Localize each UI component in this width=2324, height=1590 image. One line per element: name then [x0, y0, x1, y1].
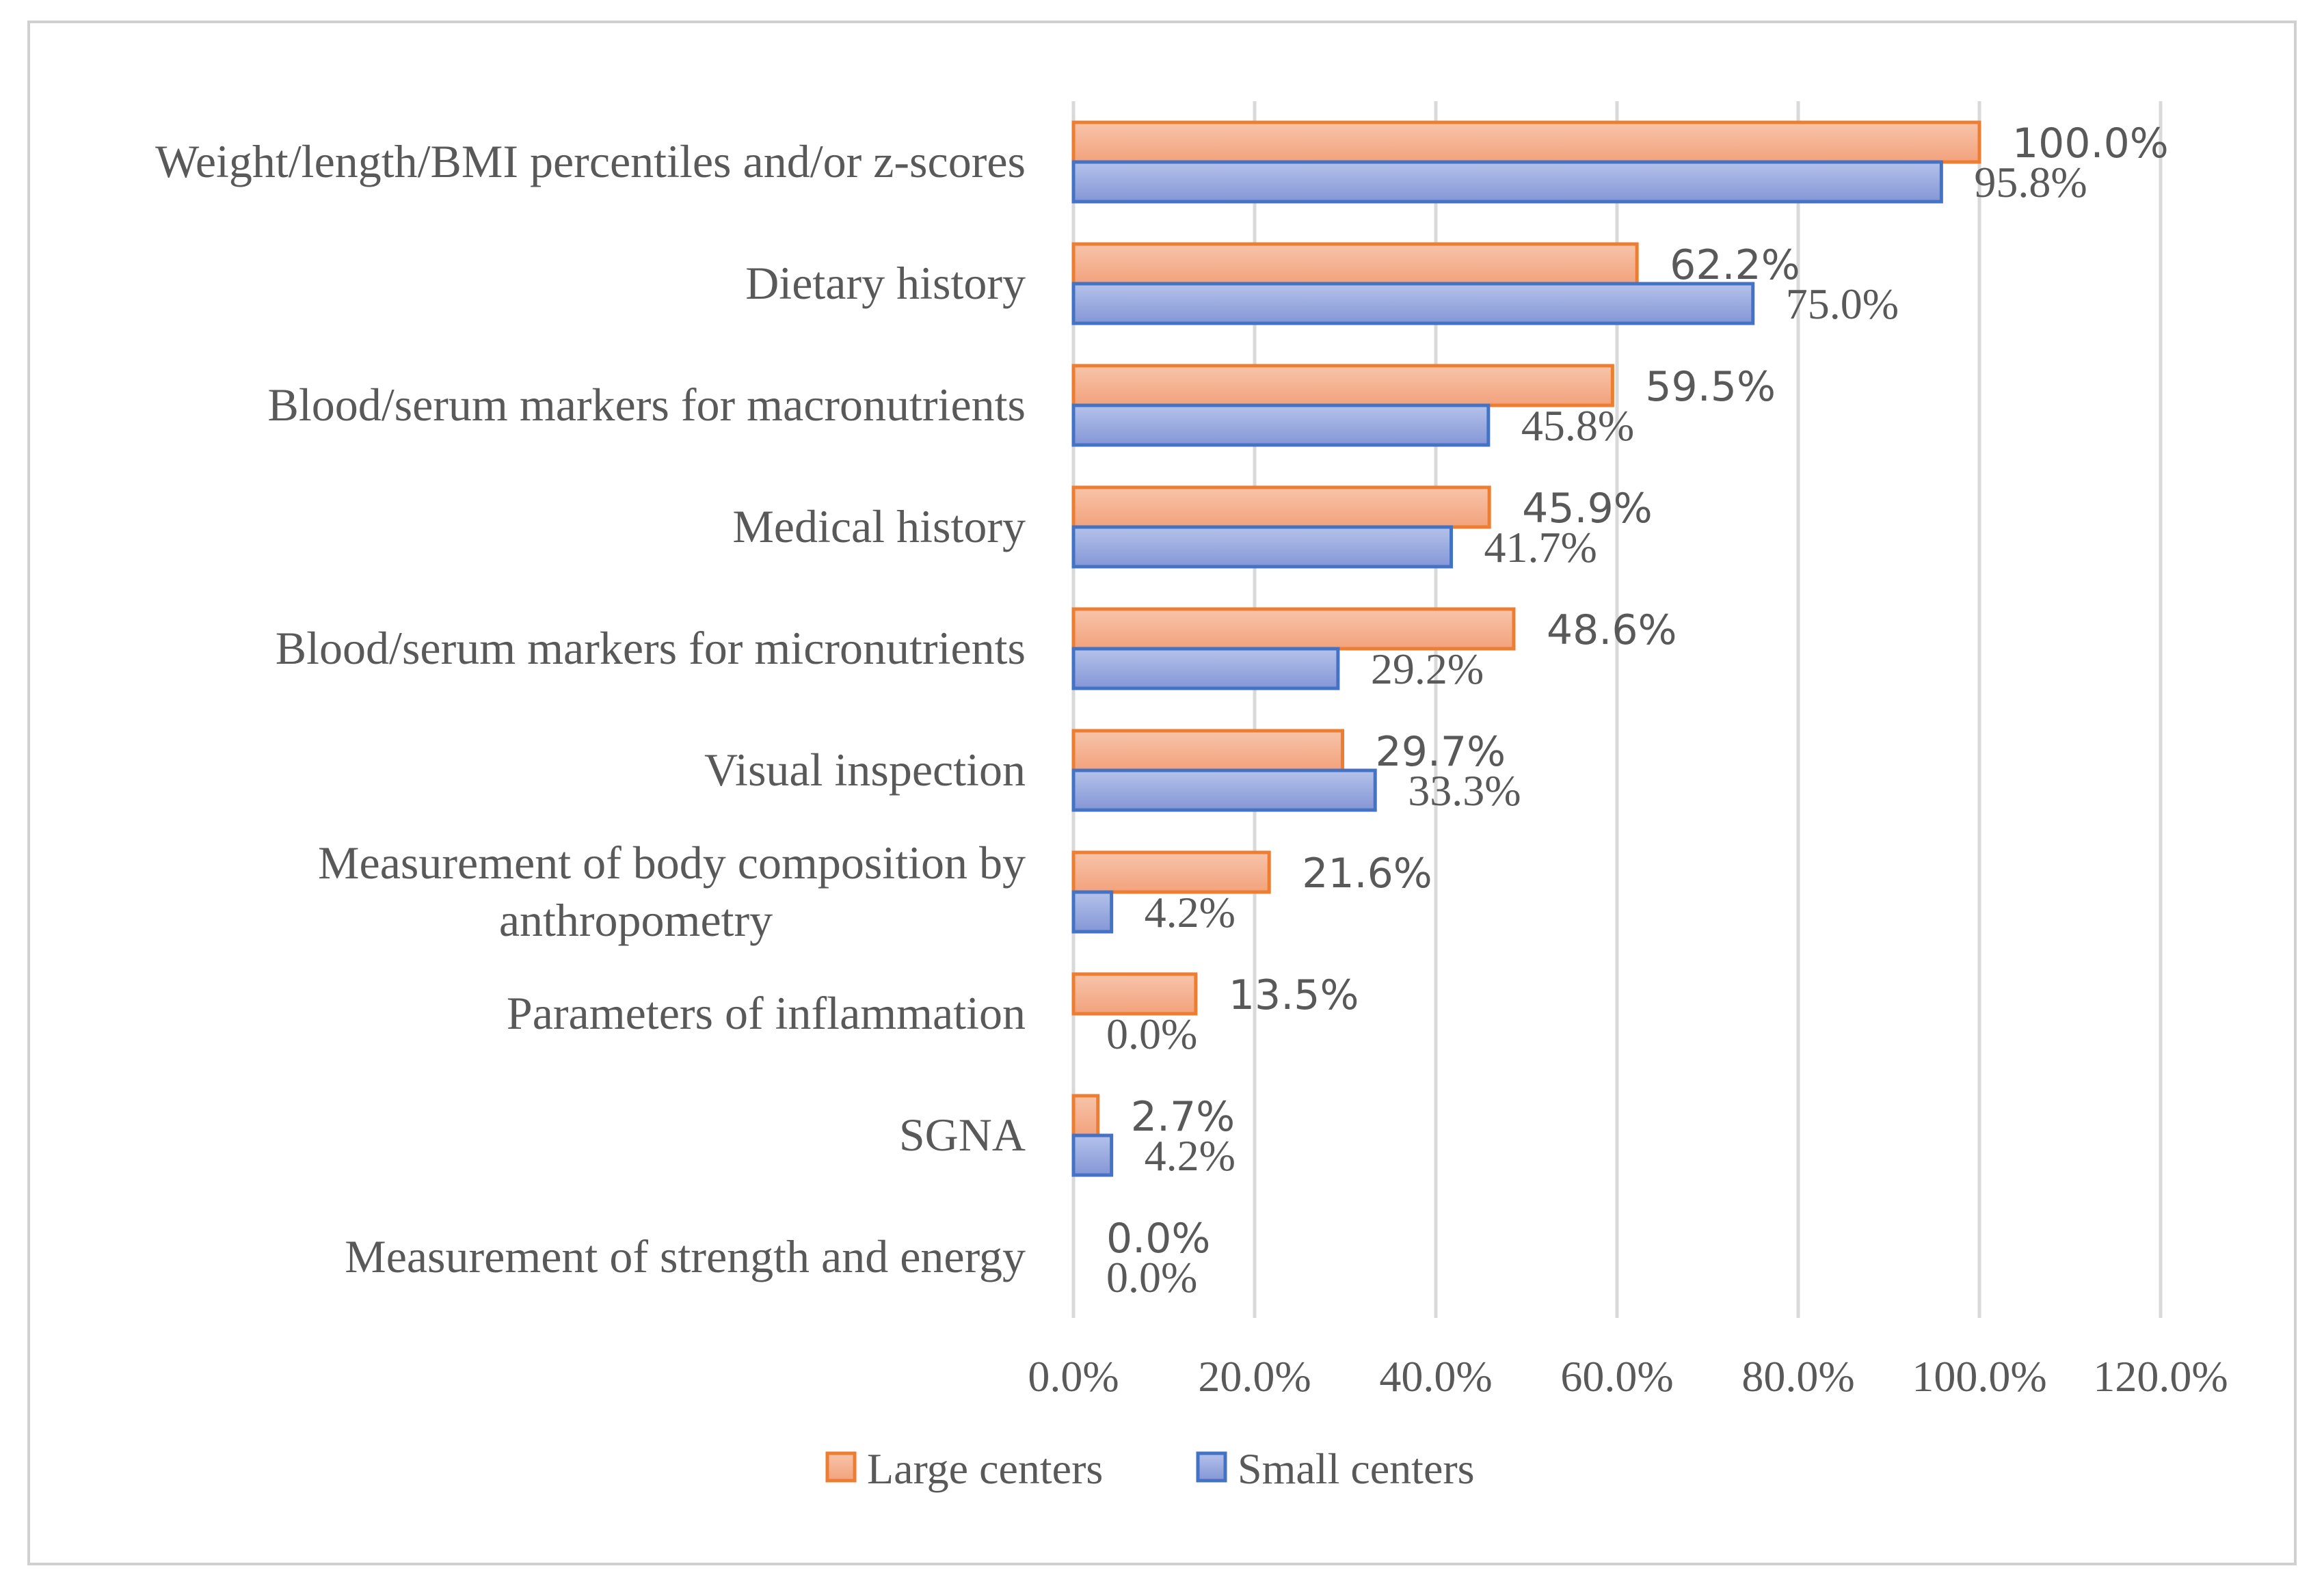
- x-tick-label: 120.0%: [2093, 1352, 2228, 1401]
- data-label-small: 95.8%: [1974, 158, 2087, 206]
- legend: Large centers Small centers: [825, 1444, 1475, 1493]
- data-label-small: 29.2%: [1371, 645, 1484, 693]
- category-label: Dietary history: [745, 257, 1026, 309]
- bar-small-centers: [1071, 890, 1114, 934]
- data-label-large: 62.2%: [1670, 241, 1800, 289]
- bar-large-centers: [1071, 1094, 1100, 1137]
- category-label: Blood/serum markers for macronutrients: [268, 379, 1026, 431]
- data-label-large: 59.5%: [1645, 363, 1776, 411]
- category-label: Parameters of inflammation: [507, 987, 1026, 1039]
- bar-large-centers: [1071, 729, 1345, 772]
- category-label: Medical history: [732, 500, 1026, 552]
- x-tick-label: 40.0%: [1379, 1352, 1492, 1401]
- x-tick-label: 60.0%: [1560, 1352, 1673, 1401]
- legend-label-large-centers: Large centers: [867, 1444, 1103, 1493]
- bar-large-centers: [1071, 972, 1198, 1016]
- category-label: Measurement of strength and energy: [345, 1230, 1026, 1282]
- bar-large-centers: [1071, 242, 1639, 286]
- data-label-small: 4.2%: [1145, 888, 1236, 937]
- data-label-small: 33.3%: [1408, 766, 1521, 815]
- category-label: Weight/length/BMI percentiles and/or z-s…: [155, 135, 1026, 187]
- legend-swatch-small-centers: [1196, 1451, 1227, 1483]
- data-label-small: 0.0%: [1106, 1253, 1197, 1302]
- bar-small-centers: [1071, 647, 1340, 690]
- x-tick-label: 0.0%: [1028, 1352, 1119, 1401]
- x-tick-label: 20.0%: [1198, 1352, 1311, 1401]
- bar-small-centers: [1071, 282, 1755, 325]
- bar-small-centers: [1071, 768, 1377, 812]
- data-label-small: 45.8%: [1521, 401, 1634, 450]
- data-label-large: 29.7%: [1376, 728, 1506, 776]
- legend-label-small-centers: Small centers: [1238, 1444, 1475, 1493]
- bar-large-centers: [1071, 120, 1981, 164]
- bar-large-centers: [1071, 607, 1516, 651]
- data-label-small: 0.0%: [1106, 1010, 1197, 1058]
- data-label-large: 21.6%: [1302, 850, 1432, 898]
- bar-small-centers: [1071, 160, 1943, 204]
- x-tick-label: 100.0%: [1912, 1352, 2046, 1401]
- data-label-large: 48.6%: [1547, 606, 1677, 654]
- labels: 0.0% 20.0% 40.0% 60.0% 80.0% 100.0% 120.0% 100.…: [155, 120, 2228, 1401]
- bar-small-centers: [1071, 403, 1491, 447]
- data-label-small: 4.2%: [1145, 1131, 1236, 1180]
- data-label-large: 13.5%: [1229, 971, 1359, 1019]
- bar-small-centers: [1071, 525, 1454, 569]
- category-label: Visual inspection: [704, 744, 1026, 796]
- bar-large-centers: [1071, 364, 1614, 407]
- category-label: Measurement of body composition by: [318, 837, 1026, 889]
- bar-large-centers: [1071, 850, 1271, 894]
- data-label-large: 0.0%: [1106, 1215, 1210, 1263]
- data-label-small: 75.0%: [1786, 280, 1899, 328]
- data-label-large: 45.9%: [1522, 485, 1653, 533]
- bar-large-centers: [1071, 485, 1491, 529]
- bar-small-centers: [1071, 1133, 1114, 1177]
- x-tick-label: 80.0%: [1741, 1352, 1854, 1401]
- category-label: SGNA: [899, 1109, 1026, 1161]
- category-label: Blood/serum markers for micronutrients: [276, 622, 1026, 674]
- data-label-small: 41.7%: [1484, 523, 1597, 571]
- legend-swatch-large-centers: [825, 1451, 857, 1483]
- bars: [1071, 120, 1981, 1177]
- data-label-large: 2.7%: [1131, 1093, 1235, 1141]
- data-label-large: 100.0%: [2012, 120, 2169, 167]
- category-label: anthropometry: [499, 894, 773, 946]
